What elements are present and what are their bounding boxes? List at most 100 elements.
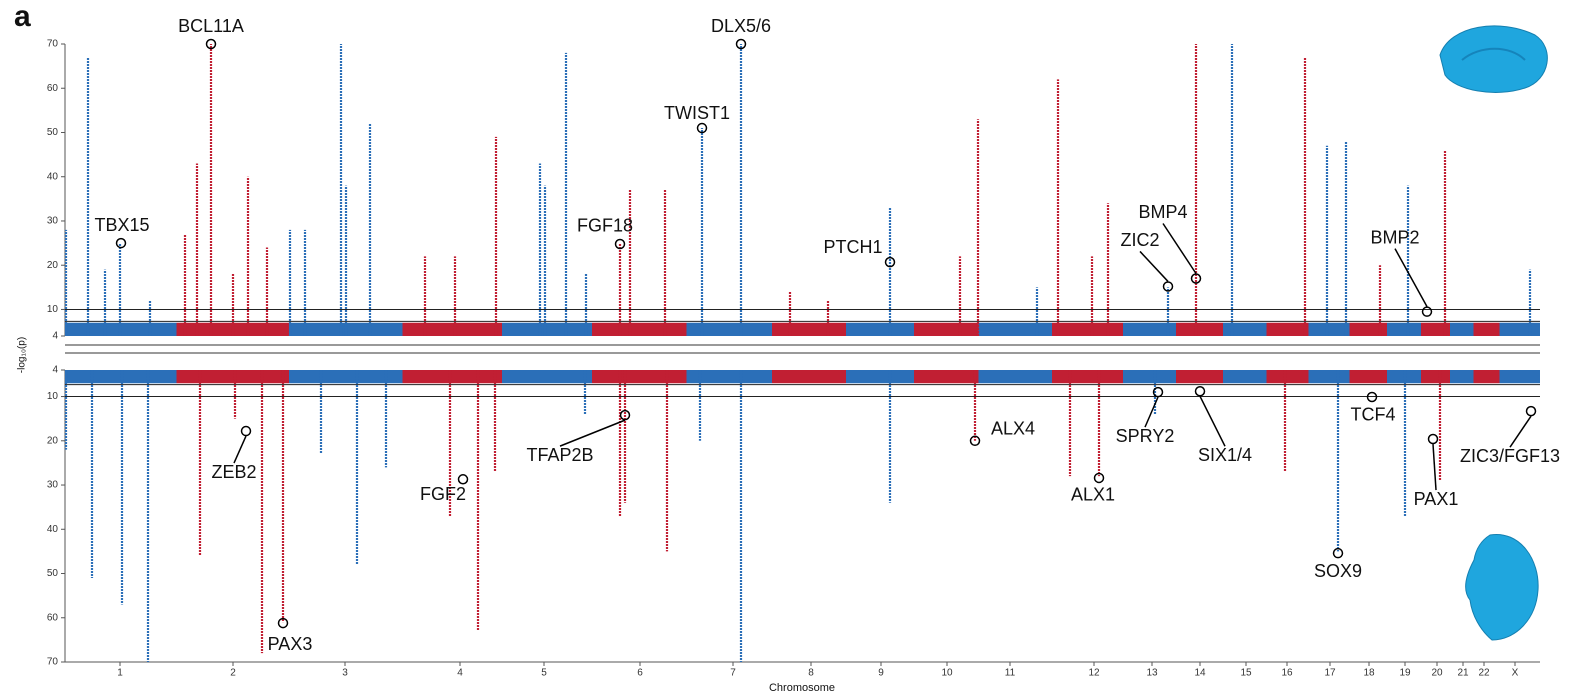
- hit-marker: [735, 38, 747, 50]
- x-tick-label: 21: [1457, 668, 1469, 679]
- x-tick-label: 13: [1146, 668, 1158, 679]
- x-tick-label: 15: [1240, 668, 1252, 679]
- chromosome-band: [289, 370, 403, 384]
- chromosome-band: [1421, 370, 1450, 384]
- chromosome-band: [65, 370, 177, 384]
- x-tick-label: 10: [941, 668, 953, 679]
- chromosome-band: [592, 322, 687, 336]
- y-tick-label: 60: [47, 83, 59, 94]
- y-tick-label: 50: [47, 127, 59, 138]
- chromosome-band: [402, 322, 502, 336]
- hit-marker: [115, 237, 127, 249]
- y-tick-label: 4: [52, 331, 58, 342]
- gene-label: TBX15: [94, 215, 149, 235]
- chromosome-band: [978, 322, 1052, 336]
- hit-marker: [457, 474, 469, 485]
- chromosome-band: [1308, 322, 1350, 336]
- x-tick-label: 4: [457, 668, 463, 679]
- x-tick-label: 9: [878, 668, 884, 679]
- leader-line: [1162, 223, 1197, 274]
- chromosome-band: [1450, 322, 1474, 336]
- hit-marker: [1525, 405, 1537, 417]
- chromosome-band: [1266, 370, 1309, 384]
- hit-marker: [1427, 433, 1439, 445]
- leader-line: [1139, 250, 1169, 282]
- hit-marker: [205, 38, 217, 50]
- gene-label: ZIC2: [1120, 230, 1159, 250]
- chromosome-band: [592, 370, 687, 384]
- face-icon: [1465, 534, 1539, 641]
- chromosome-band: [772, 370, 846, 384]
- hit-marker: [969, 435, 981, 447]
- chromosome-band: [1473, 322, 1500, 336]
- gene-label: PAX3: [268, 634, 313, 654]
- hit-marker: [1421, 306, 1433, 317]
- brain-icon: [1439, 25, 1548, 93]
- leader-line: [1199, 395, 1226, 447]
- chromosome-band: [1123, 370, 1176, 384]
- chromosome-band: [772, 322, 846, 336]
- y2-tick-label: 70: [47, 657, 59, 668]
- gene-label: SPRY2: [1116, 426, 1175, 446]
- x-tick-label: 22: [1478, 668, 1490, 679]
- hit-marker: [1194, 385, 1206, 397]
- hit-marker: [619, 409, 631, 421]
- chromosome-band: [502, 322, 592, 336]
- chromosome-band: [978, 370, 1052, 384]
- gene-label: FGF2: [420, 484, 466, 504]
- y2-tick-label: 10: [47, 391, 59, 402]
- gene-label: PAX1: [1414, 489, 1459, 509]
- x-tick-label: 20: [1431, 668, 1443, 679]
- chromosome-band: [402, 370, 502, 384]
- hit-marker: [1162, 281, 1174, 292]
- gene-label: DLX5/6: [711, 16, 771, 36]
- chromosome-band: [846, 322, 914, 336]
- leader-line: [1394, 248, 1428, 308]
- x-tick-label: 2: [230, 668, 236, 679]
- x-tick-label: 7: [730, 668, 736, 679]
- chromosome-band: [1473, 370, 1500, 384]
- y2-tick-label: 4: [52, 365, 58, 376]
- x-tick-label: 3: [342, 668, 348, 679]
- y-tick-label: 40: [47, 171, 59, 182]
- x-tick-label: 12: [1088, 668, 1100, 679]
- hit-marker: [696, 122, 708, 134]
- hit-marker: [277, 617, 289, 629]
- chromosome-band: [1421, 322, 1450, 336]
- x-tick-label: 16: [1281, 668, 1293, 679]
- x-tick-label: 5: [541, 668, 547, 679]
- chromosome-band: [1223, 370, 1267, 384]
- x-tick-label: 6: [637, 668, 643, 679]
- y2-tick-label: 60: [47, 612, 59, 623]
- hit-marker: [884, 256, 896, 268]
- gene-label: BMP4: [1138, 202, 1187, 222]
- hit-marker: [1366, 391, 1378, 403]
- gene-label: TCF4: [1351, 405, 1396, 425]
- y2-tick-label: 40: [47, 524, 59, 535]
- hit-marker: [1093, 472, 1105, 484]
- chromosome-band: [914, 322, 979, 336]
- chromosome-band: [1176, 370, 1223, 384]
- chromosome-band: [1387, 322, 1421, 336]
- y-tick-label: 20: [47, 260, 59, 271]
- y2-tick-label: 20: [47, 435, 59, 446]
- chromosome-band: [1349, 322, 1387, 336]
- chromosome-band: [1123, 322, 1176, 336]
- chromosome-band: [1052, 370, 1123, 384]
- gene-label: TFAP2B: [526, 445, 593, 465]
- gene-label: BCL11A: [178, 16, 244, 36]
- chromosome-band: [1052, 322, 1123, 336]
- x-tick-label: 17: [1324, 668, 1336, 679]
- gene-label: BMP2: [1370, 227, 1419, 247]
- leader-line: [233, 435, 247, 464]
- leader-line: [1509, 415, 1532, 448]
- gene-label: SOX9: [1314, 561, 1362, 581]
- y2-tick-label: 30: [47, 480, 59, 491]
- y-tick-label: 70: [47, 39, 59, 50]
- chromosome-band: [686, 322, 772, 336]
- chromosome-band: [1499, 370, 1540, 384]
- panel-label: a: [14, 0, 31, 33]
- leader-line: [1432, 443, 1437, 491]
- y-tick-label: 10: [47, 304, 59, 315]
- gene-label: ALX1: [1071, 485, 1115, 505]
